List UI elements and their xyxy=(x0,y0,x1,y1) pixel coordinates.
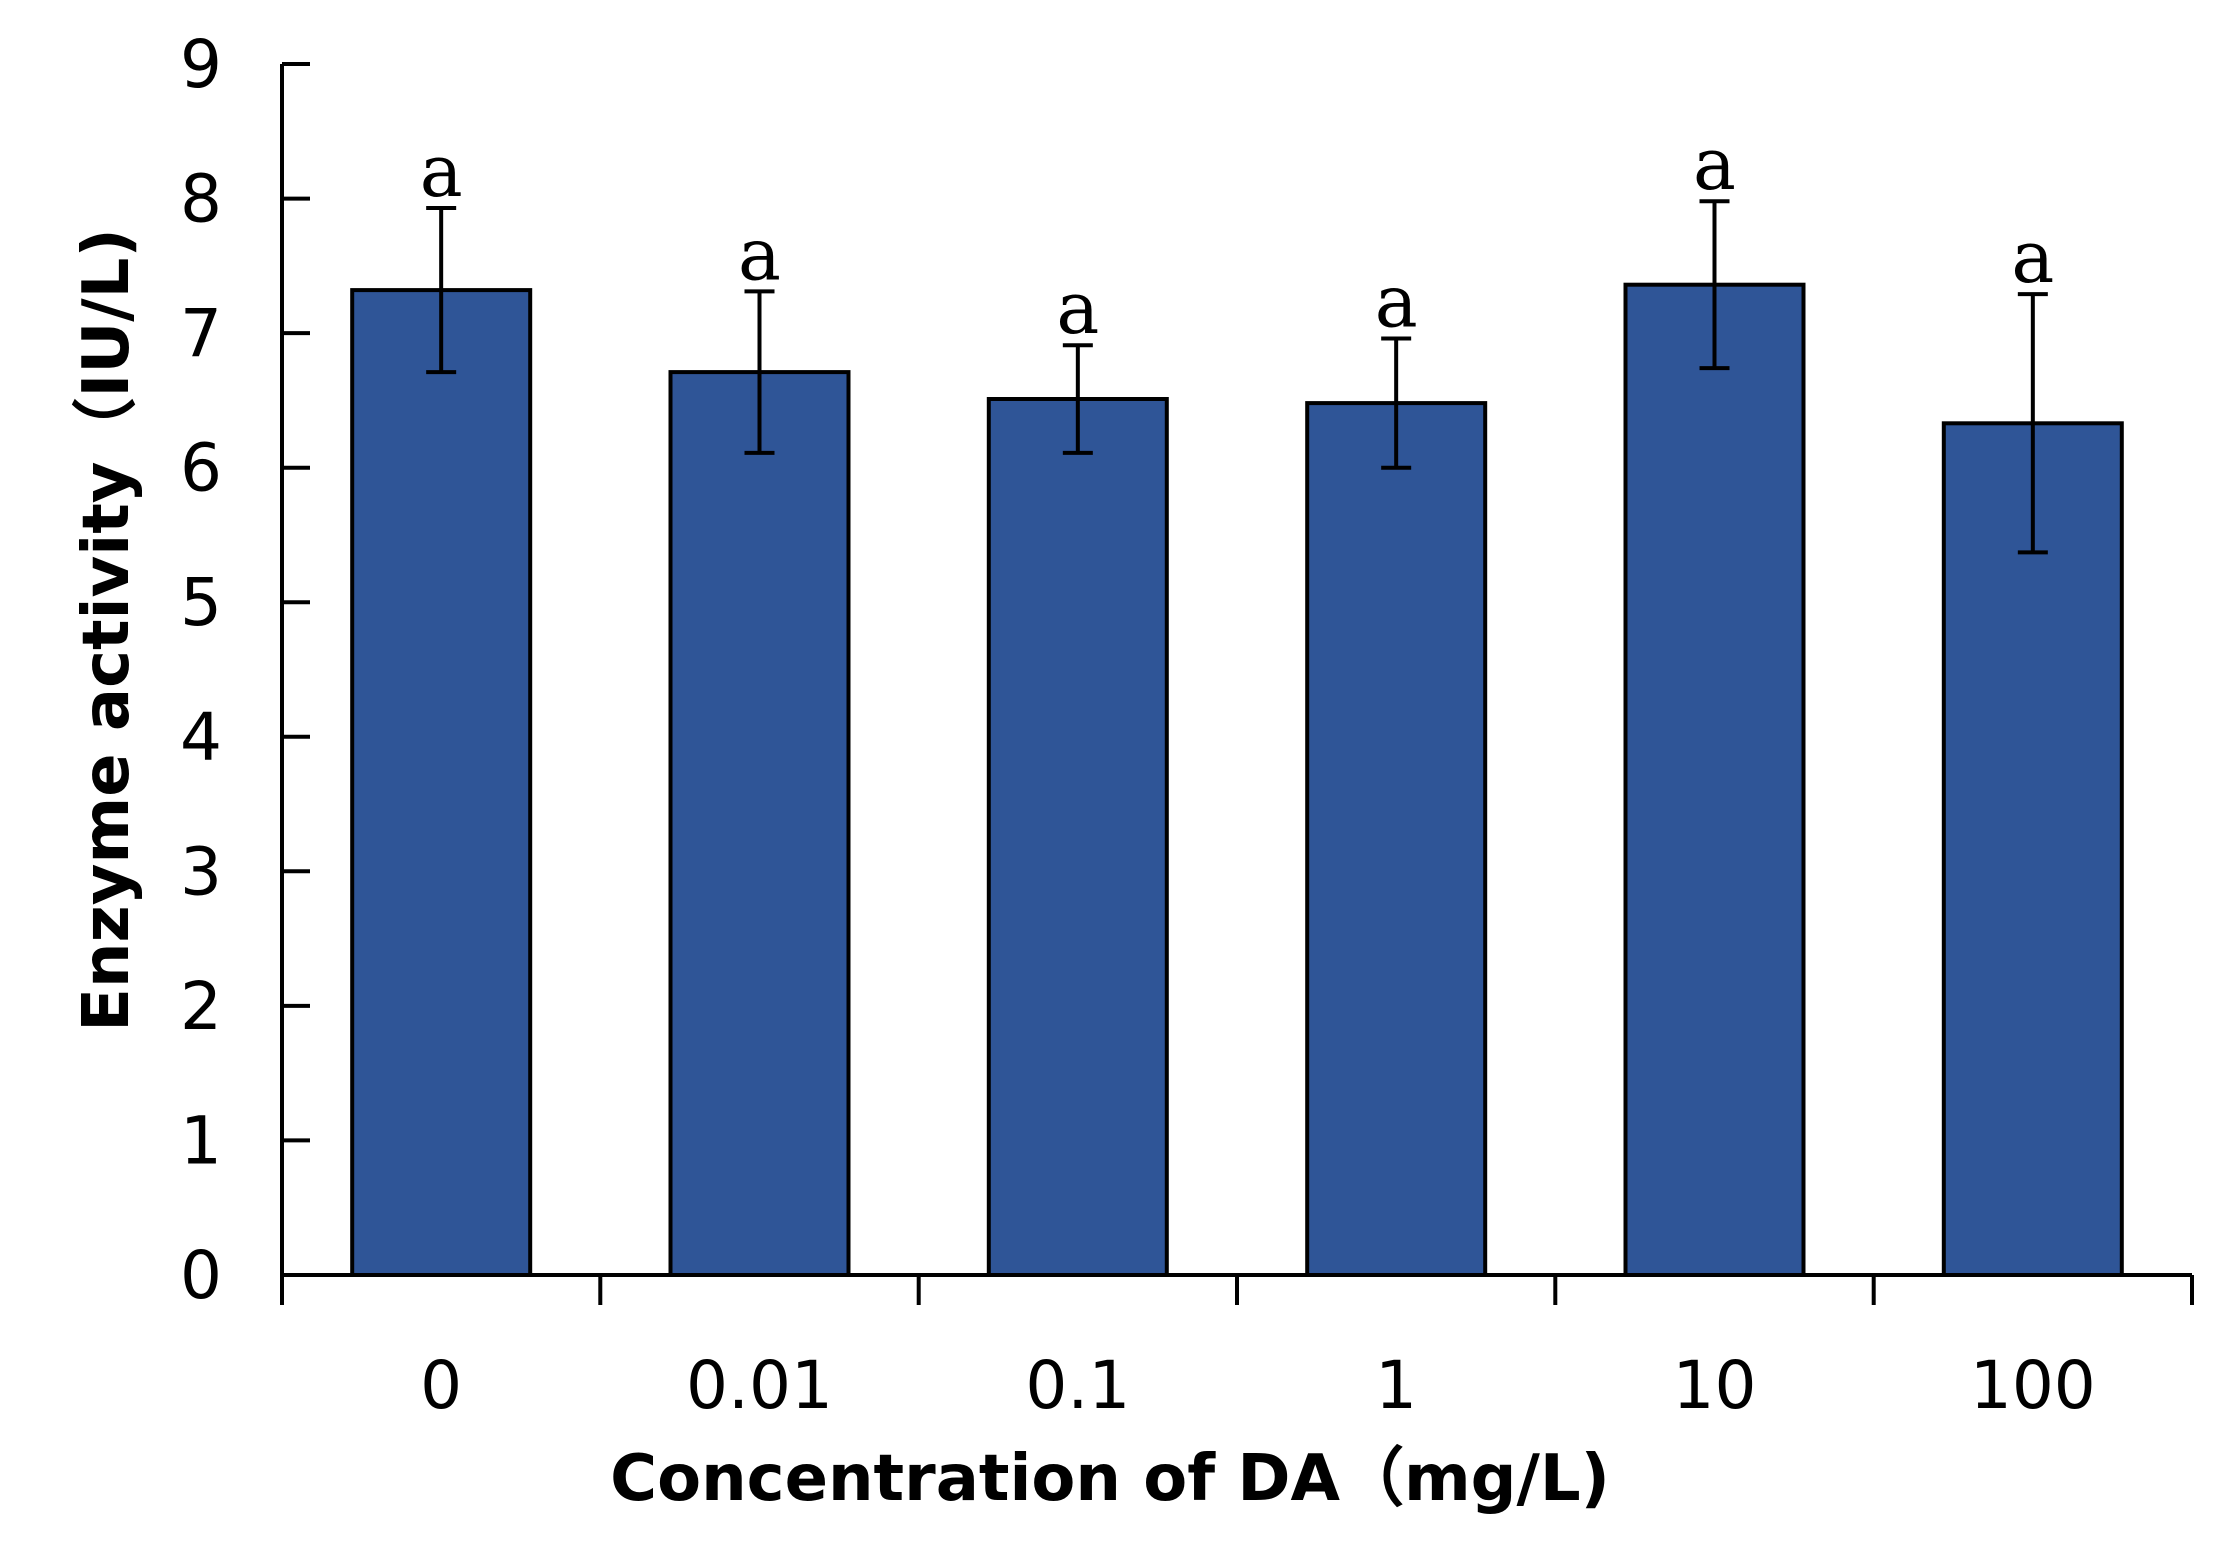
y-tick-label: 3 xyxy=(180,833,222,910)
x-tick-label: 0.1 xyxy=(1025,1347,1130,1424)
y-tick-label: 2 xyxy=(180,968,222,1045)
y-tick-label: 4 xyxy=(180,699,222,776)
y-tick-label: 5 xyxy=(180,564,222,641)
labels-layer: a 0 a 0.01 a 0.1 a 1 a 10 a 100 0 1 2 3 4 5 6 7 8 9 xyxy=(180,26,2096,1424)
significance-label: a xyxy=(1375,260,1418,344)
significance-label: a xyxy=(420,129,463,213)
y-tick-label: 8 xyxy=(180,161,222,238)
x-tick-label: 0.01 xyxy=(686,1347,833,1424)
x-tick-label: 100 xyxy=(1970,1347,2096,1424)
y-tick-label: 6 xyxy=(180,430,222,507)
significance-label: a xyxy=(738,212,781,296)
x-tick-label: 1 xyxy=(1375,1347,1417,1424)
y-tick-label: 1 xyxy=(180,1102,222,1179)
bar xyxy=(1941,421,2124,1277)
y-axis-title: Enzyme activity（IU/L) xyxy=(70,228,144,1031)
bar xyxy=(1305,401,1488,1278)
bar xyxy=(1623,282,1806,1277)
x-tick-label: 0 xyxy=(420,1347,462,1424)
bar xyxy=(350,288,533,1278)
x-axis-title: Concentration of DA（mg/L) xyxy=(610,1442,1610,1516)
y-tick-label: 7 xyxy=(180,295,222,372)
bars-layer xyxy=(350,282,2124,1278)
y-tick-label: 0 xyxy=(180,1237,222,1314)
significance-label: a xyxy=(1693,122,1736,206)
ticks-layer xyxy=(280,62,2194,1305)
significance-label: a xyxy=(1056,266,1099,350)
axes-layer xyxy=(280,64,2192,1305)
x-tick-label: 10 xyxy=(1673,1347,1757,1424)
y-tick-label: 9 xyxy=(180,26,222,103)
bar xyxy=(986,397,1169,1277)
error-bars-layer xyxy=(426,199,2048,555)
significance-label: a xyxy=(2011,215,2054,299)
bar xyxy=(668,370,851,1278)
